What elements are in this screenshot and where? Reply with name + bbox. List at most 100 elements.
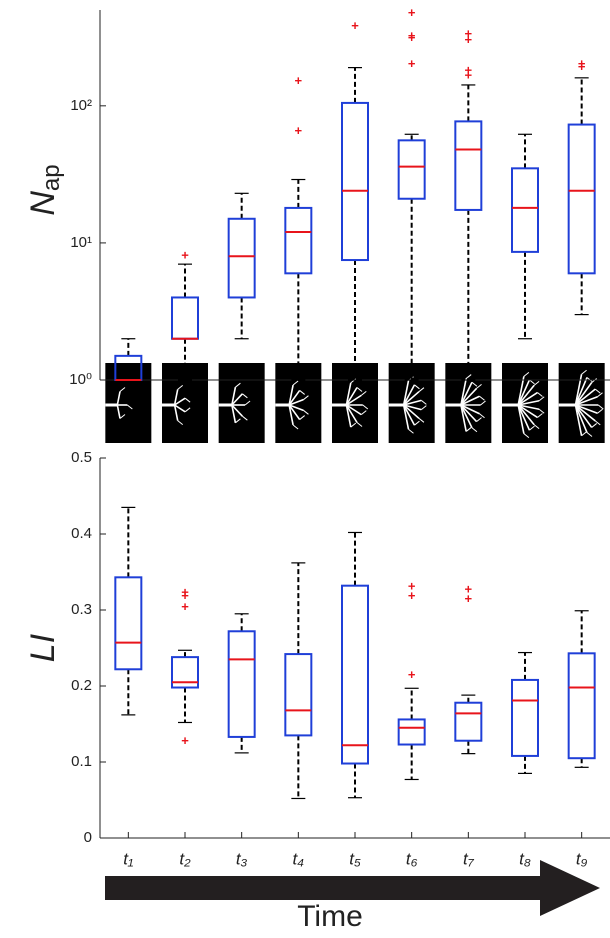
thumbnail-branch	[574, 374, 583, 406]
thumbnail-branch	[460, 378, 467, 406]
thumbnail-branch	[574, 377, 588, 406]
outlier: +	[408, 5, 416, 20]
thumbnail-twig	[471, 381, 478, 387]
thumbnail-twig	[244, 400, 251, 406]
thumbnail-twig	[586, 432, 593, 437]
outlier: +	[181, 248, 189, 263]
morphology-thumbnails	[105, 363, 605, 443]
thumbnail	[275, 363, 322, 443]
outlier: +	[465, 62, 473, 77]
thumbnail-twig	[533, 380, 540, 386]
thumbnail-twig	[356, 422, 363, 427]
box	[171, 656, 199, 689]
outlier: +	[295, 73, 303, 88]
box	[171, 296, 199, 340]
box	[341, 584, 369, 765]
thumbnail-twig	[538, 396, 545, 402]
thumbnail-branch	[403, 404, 420, 419]
thumbnail-twig	[594, 420, 601, 426]
outlier: +	[181, 599, 189, 614]
thumbnail-branch	[116, 404, 121, 419]
thumbnail-twig	[471, 427, 478, 433]
thumbnail-branch	[288, 404, 304, 412]
thumbnail-branch	[574, 404, 596, 422]
thumbnail-branch	[574, 404, 593, 428]
thumbnail-twig	[586, 377, 593, 382]
thumbnail-twig	[581, 369, 587, 375]
x-tick-label: t₅	[349, 849, 361, 868]
thumbnail-twig	[299, 415, 305, 420]
y-tick-label: 0.5	[71, 449, 92, 466]
box	[227, 217, 256, 299]
thumbnail-twig	[356, 387, 363, 392]
thumbnail-branch	[517, 384, 535, 406]
box	[284, 653, 313, 737]
thumbnail-twig	[360, 390, 367, 396]
x-tick-label: t₂	[179, 849, 191, 868]
thumbnail-branch	[288, 398, 304, 406]
thumbnail-branch	[402, 380, 410, 406]
thumbnail-branch	[174, 404, 186, 413]
thumbnail-branch	[173, 404, 179, 421]
thumbnail-branch	[574, 388, 596, 406]
box	[284, 206, 313, 275]
thumbnail-twig	[476, 384, 482, 389]
y-axis-label: Nap	[24, 164, 65, 215]
thumbnail	[105, 363, 152, 443]
thumbnail-twig	[529, 379, 535, 385]
thumbnail-twig	[523, 372, 530, 377]
outlier: +	[408, 56, 416, 71]
thumbnail-twig	[414, 384, 420, 390]
thumbnail-branch	[517, 376, 525, 406]
thumbnail-branch	[288, 404, 294, 426]
thumbnail-branch	[574, 382, 593, 406]
thumbnail-branch	[402, 384, 416, 406]
box	[397, 139, 426, 200]
thumbnail-twig	[414, 420, 420, 426]
outlier: +	[408, 28, 416, 43]
thumbnail-twig	[476, 417, 482, 422]
box	[397, 718, 426, 746]
thumbnail-twig	[303, 395, 309, 401]
thumbnail-branch	[574, 404, 588, 433]
thumbnail-twig	[418, 417, 425, 423]
thumbnail-twig	[597, 408, 603, 414]
thumbnail-twig	[479, 395, 485, 401]
x-tick-label: t₇	[463, 849, 475, 868]
thumbnail-twig	[360, 410, 367, 416]
thumbnail-branch	[173, 389, 179, 406]
y-tick-label: 0.2	[71, 677, 92, 694]
thumbnail-branch	[517, 404, 531, 431]
thumbnail-twig	[523, 433, 530, 438]
thumbnail-twig	[184, 397, 191, 403]
thumbnail-twig	[184, 407, 191, 413]
box	[511, 167, 539, 253]
thumbnail	[445, 363, 492, 443]
thumbnail-twig	[408, 428, 414, 434]
thumbnail-twig	[177, 420, 184, 426]
outlier: +	[465, 67, 473, 82]
thumbnail-twig	[299, 390, 305, 395]
box	[341, 101, 369, 262]
outlier: +	[408, 30, 416, 45]
thumbnail-branch	[517, 404, 538, 419]
thumbnail-branch	[402, 404, 410, 430]
time-arrow	[105, 860, 600, 916]
thumbnail-branch	[460, 381, 473, 406]
thumbnail-twig	[480, 400, 486, 406]
thumbnail-twig	[537, 392, 543, 397]
y-tick-label: 10⁰	[69, 371, 92, 388]
thumbnail-twig	[465, 374, 472, 379]
outlier: +	[351, 18, 359, 33]
thumbnail-branch	[345, 404, 362, 416]
outlier: +	[465, 32, 473, 47]
outlier: +	[408, 667, 416, 682]
box	[567, 123, 596, 275]
outlier: +	[408, 579, 416, 594]
thumbnail-branch	[517, 404, 535, 426]
thumbnail-branch	[288, 404, 301, 421]
x-tick-label: t₈	[519, 849, 531, 868]
box	[511, 678, 539, 757]
box	[454, 701, 483, 742]
